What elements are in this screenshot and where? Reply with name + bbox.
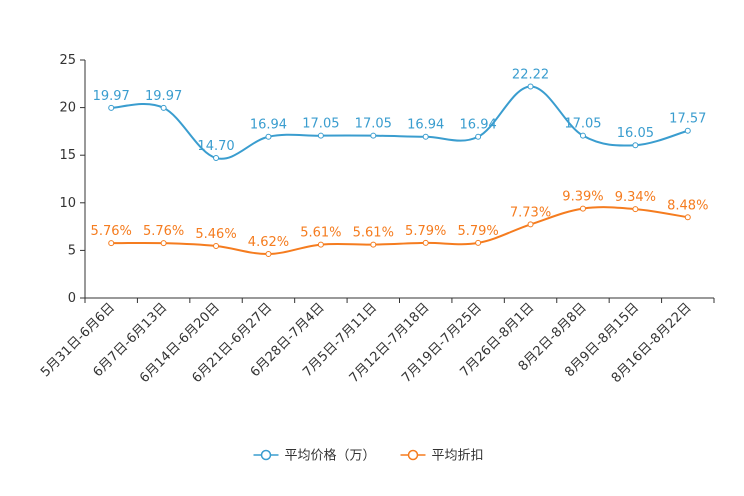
data-point[interactable] (422, 239, 429, 246)
legend-item-1[interactable]: 平均折扣 (400, 449, 484, 464)
y-tick-label: 15 (59, 148, 76, 163)
data-label: 9.39% (562, 190, 603, 205)
data-label: 16.94 (250, 118, 287, 133)
data-point[interactable] (579, 205, 586, 212)
data-label: 14.70 (197, 139, 234, 154)
legend-item-0[interactable]: 平均价格（万） (253, 448, 376, 464)
data-point[interactable] (422, 133, 429, 140)
data-label: 16.94 (407, 118, 444, 133)
data-point[interactable] (370, 132, 377, 139)
series-line-1 (111, 206, 688, 256)
data-point[interactable] (632, 142, 639, 149)
data-point[interactable] (579, 132, 586, 139)
legend-marker-icon (260, 449, 272, 461)
data-label: 17.05 (564, 117, 601, 132)
data-label: 17.05 (355, 117, 392, 132)
data-label: 5.46% (195, 227, 236, 242)
data-label: 4.62% (248, 235, 289, 250)
data-label: 5.79% (457, 224, 498, 239)
data-point[interactable] (213, 155, 220, 162)
data-point[interactable] (108, 104, 115, 111)
data-point[interactable] (213, 243, 220, 250)
data-point[interactable] (370, 241, 377, 248)
legend-marker-icon (407, 449, 419, 461)
data-point[interactable] (475, 133, 482, 140)
data-point[interactable] (684, 214, 691, 221)
data-point[interactable] (108, 240, 115, 247)
data-label: 5.79% (405, 224, 446, 239)
data-point[interactable] (632, 206, 639, 213)
y-tick-label: 0 (68, 291, 76, 306)
data-point[interactable] (317, 241, 324, 248)
data-label: 17.05 (302, 117, 339, 132)
data-point[interactable] (317, 132, 324, 139)
data-label: 5.76% (91, 224, 132, 239)
data-label: 16.94 (460, 118, 497, 133)
chart-legend[interactable]: 平均价格（万） 平均折扣 (253, 448, 484, 464)
data-point[interactable] (527, 221, 534, 228)
data-label: 19.97 (145, 89, 182, 104)
y-tick-label: 25 (59, 53, 76, 68)
data-label: 17.57 (669, 112, 706, 127)
data-point[interactable] (265, 251, 272, 258)
data-point[interactable] (527, 83, 534, 90)
data-label: 22.22 (512, 67, 549, 82)
y-tick-label: 5 (68, 243, 76, 258)
data-label: 5.61% (353, 226, 394, 241)
data-point[interactable] (684, 127, 691, 134)
data-point[interactable] (265, 133, 272, 140)
series-layer: 19.97 19.97 14.70 16.94 17.05 17.05 16.94 16.94… (91, 67, 708, 258)
chart-axes: 05101520255月31日-6月6日6月7日-6月13日6月14日-6月20… (38, 53, 715, 386)
legend-label: 平均价格（万） (285, 448, 376, 464)
data-label: 8.48% (667, 198, 708, 213)
y-tick-label: 20 (59, 101, 76, 116)
data-label: 19.97 (93, 89, 130, 104)
data-point[interactable] (160, 240, 167, 247)
data-label: 5.61% (300, 226, 341, 241)
data-label: 5.76% (143, 224, 184, 239)
data-label: 16.05 (617, 126, 654, 141)
data-point[interactable] (160, 104, 167, 111)
data-label: 7.73% (510, 205, 551, 220)
data-point[interactable] (475, 239, 482, 246)
y-tick-label: 10 (59, 196, 76, 211)
data-label: 9.34% (615, 190, 656, 205)
legend-label: 平均折扣 (432, 449, 484, 464)
